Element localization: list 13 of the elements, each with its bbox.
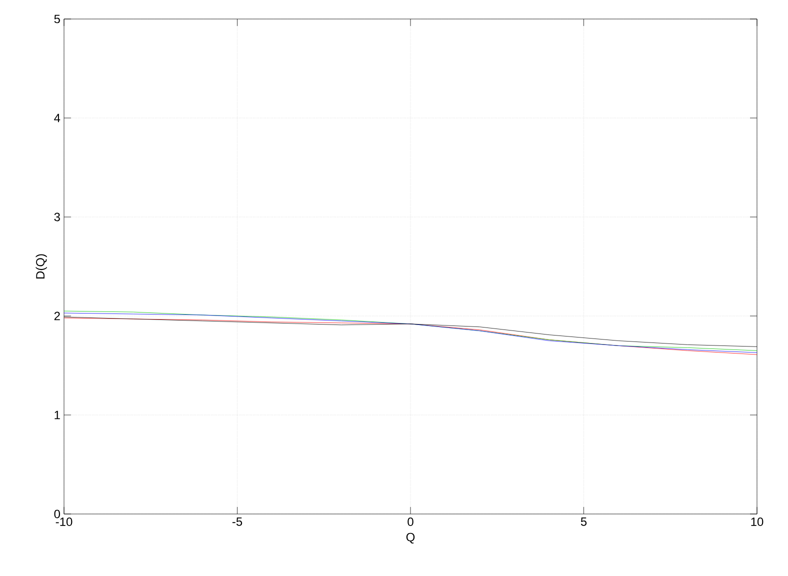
y-tick-label: 1 [54,410,60,420]
y-tick-label: 3 [54,212,60,222]
x-tick-label: -5 [232,518,242,526]
y-tick-label: 0 [54,510,60,518]
x-tick-label: 10 [751,518,764,526]
x-tick-label: 5 [580,518,587,526]
x-axis-title: Q [406,532,415,544]
y-tick-label: 2 [54,312,60,320]
y-tick-label: 5 [54,14,60,24]
x-tick-label: -10 [56,518,72,526]
y-axis-title: D(Q) [36,254,47,278]
y-tick-label: 4 [54,114,60,122]
x-tick-label: 0 [408,518,414,526]
